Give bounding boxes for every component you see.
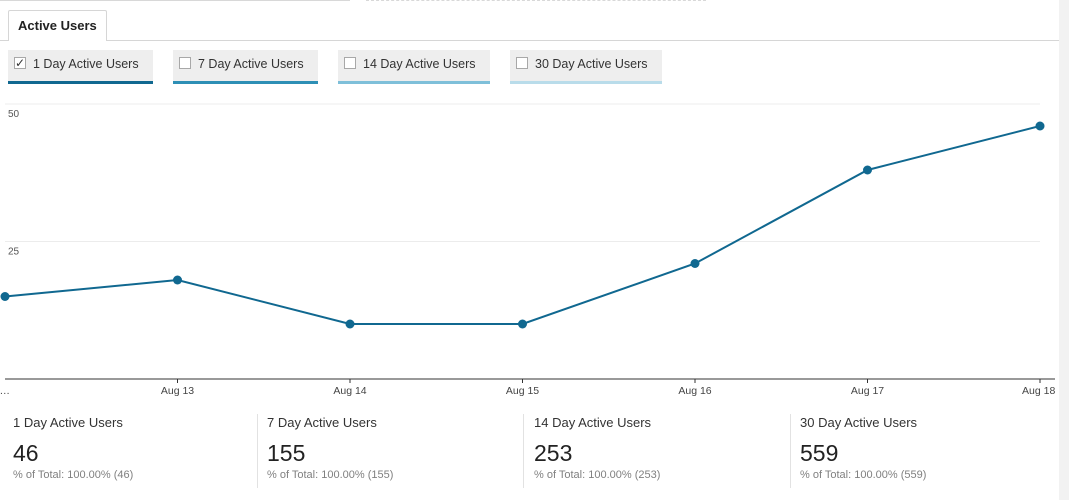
- summary-divider: [790, 414, 791, 488]
- metric-toggle-7-day[interactable]: 7 Day Active Users: [173, 50, 318, 84]
- y-tick-label: 50: [8, 109, 20, 120]
- summary-label: 30 Day Active Users: [800, 415, 918, 430]
- summary-divider: [523, 414, 524, 488]
- summary-value: 253: [534, 440, 573, 466]
- x-tick-label: Aug 14: [333, 385, 366, 397]
- data-point: [0, 292, 10, 301]
- tab-active-users[interactable]: Active Users: [8, 10, 107, 41]
- summary-value: 46: [13, 440, 39, 466]
- metric-toggle-1-day[interactable]: ✓ 1 Day Active Users: [8, 50, 153, 84]
- x-tick-label: Aug 17: [851, 385, 884, 397]
- tab-bar: Active Users: [0, 10, 1059, 41]
- summary-value: 559: [800, 440, 839, 466]
- metric-toggle-label: 14 Day Active Users: [363, 57, 476, 71]
- summary-percent-total: % of Total: 100.00% (155): [267, 469, 394, 481]
- summary-30-day: 30 Day Active Users 559 % of Total: 100.…: [800, 414, 1050, 488]
- metric-toggle-14-day[interactable]: 14 Day Active Users: [338, 50, 490, 84]
- summary-divider: [257, 414, 258, 488]
- metric-toggle-30-day[interactable]: 30 Day Active Users: [510, 50, 662, 84]
- summary-percent-total: % of Total: 100.00% (253): [534, 469, 661, 481]
- data-point: [1035, 121, 1045, 131]
- x-tick-label: Aug 16: [678, 385, 711, 397]
- metric-toggle-label: 7 Day Active Users: [198, 57, 304, 71]
- metric-toggle-underline: [338, 81, 490, 84]
- data-point: [690, 259, 700, 268]
- metric-toggle-underline: [173, 81, 318, 84]
- top-divider: [0, 0, 350, 1]
- summary-label: 1 Day Active Users: [13, 415, 123, 430]
- summary-value: 155: [267, 440, 306, 466]
- summary-7-day: 7 Day Active Users 155 % of Total: 100.0…: [267, 414, 517, 488]
- summary-1-day: 1 Day Active Users 46 % of Total: 100.00…: [13, 414, 253, 488]
- data-point: [863, 165, 872, 175]
- x-tick-label: Aug 15: [506, 385, 539, 397]
- metric-toggle-label: 1 Day Active Users: [33, 57, 139, 71]
- summary-percent-total: % of Total: 100.00% (559): [800, 469, 927, 481]
- data-point: [345, 319, 355, 329]
- x-tick-label: Aug 18: [1022, 385, 1055, 397]
- summary-label: 14 Day Active Users: [534, 415, 652, 430]
- top-dashed-divider: [366, 0, 706, 1]
- metric-toggle-underline: [510, 81, 662, 84]
- checkbox-icon[interactable]: [344, 57, 356, 69]
- summary-label: 7 Day Active Users: [267, 415, 377, 430]
- metric-toggle-underline: [8, 81, 153, 84]
- x-tick-label: Aug 13: [161, 385, 194, 397]
- data-point: [173, 275, 182, 285]
- active-users-line-chart: 50 25 … Aug 13 Aug 14 Aug 15 Aug 16 Aug 17 Aug 1…: [0, 103, 1055, 397]
- metric-toggle-label: 30 Day Active Users: [535, 57, 648, 71]
- data-point: [518, 319, 527, 329]
- checkbox-icon[interactable]: [179, 57, 191, 69]
- summary-14-day: 14 Day Active Users 253 % of Total: 100.…: [534, 414, 784, 488]
- right-scroll-area: [1059, 0, 1069, 500]
- series-line: [4, 125, 1041, 325]
- checkbox-icon[interactable]: ✓: [14, 56, 26, 70]
- y-tick-label: 25: [8, 247, 20, 258]
- checkbox-icon[interactable]: [516, 57, 528, 69]
- summary-percent-total: % of Total: 100.00% (46): [13, 469, 134, 481]
- x-tick-label: …: [0, 385, 10, 397]
